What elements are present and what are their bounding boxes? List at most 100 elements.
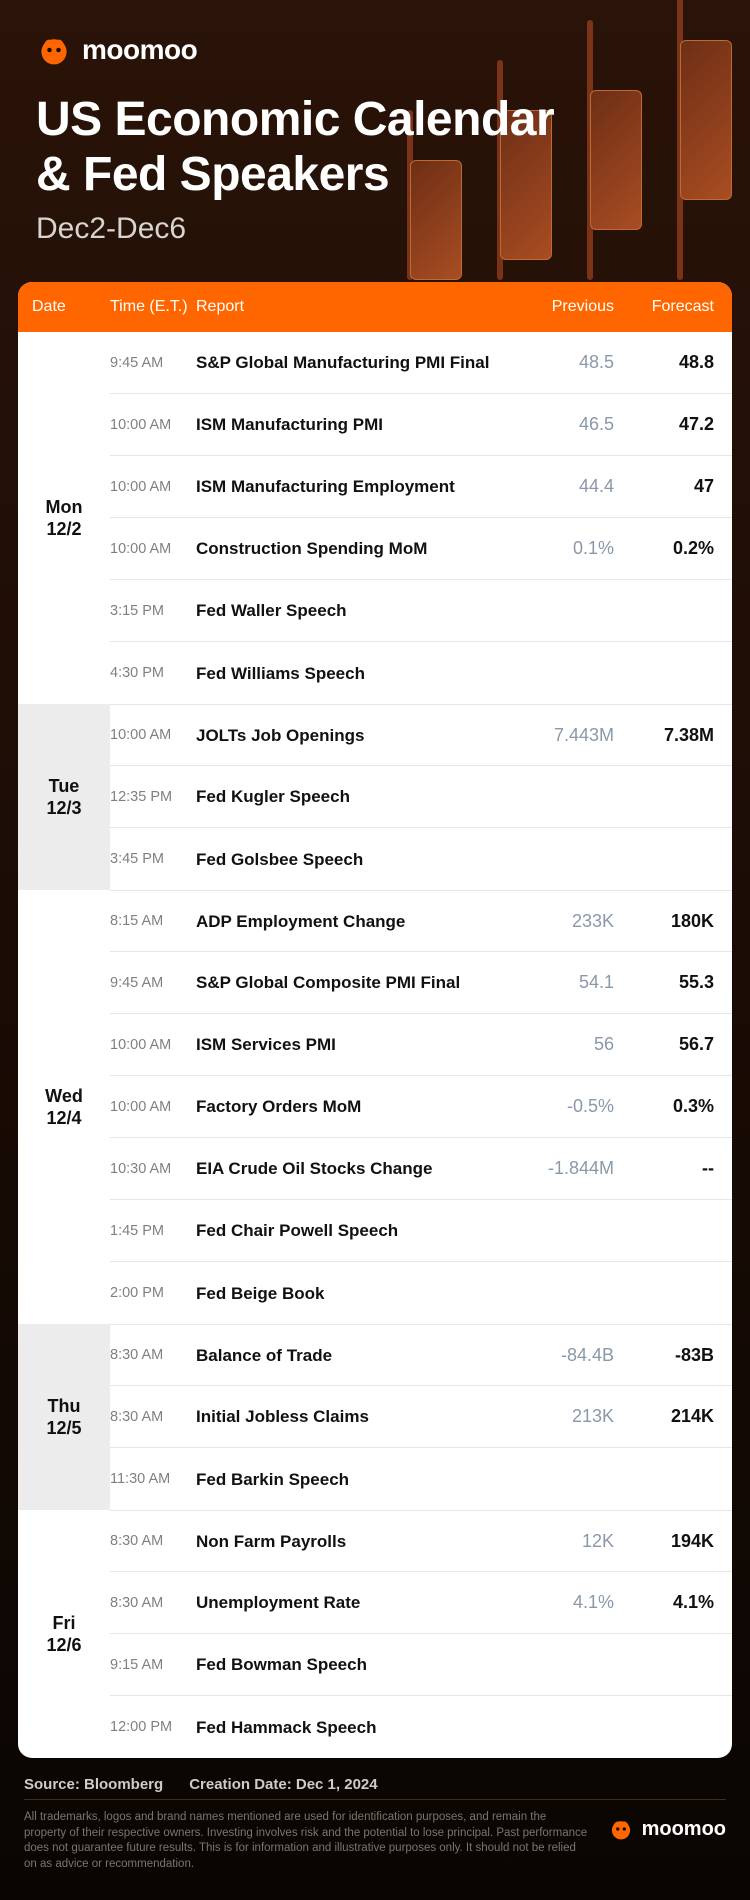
table-row: 3:15 PMFed Waller Speech	[110, 580, 732, 642]
weekday: Tue	[49, 775, 80, 798]
col-header-forecast: Forecast	[614, 298, 714, 316]
day-label: Fri12/6	[18, 1510, 110, 1758]
cell-time: 11:30 AM	[110, 1471, 196, 1487]
table-row: 8:15 AMADP Employment Change233K180K	[110, 890, 732, 952]
moomoo-logo-icon	[608, 1816, 634, 1842]
cell-report: Non Farm Payrolls	[196, 1531, 514, 1552]
cell-forecast: --	[614, 1158, 714, 1179]
cell-time: 8:30 AM	[110, 1533, 196, 1549]
cell-forecast: 180K	[614, 911, 714, 932]
cell-report: Balance of Trade	[196, 1345, 514, 1366]
cell-report: S&P Global Composite PMI Final	[196, 972, 514, 993]
cell-forecast: 194K	[614, 1531, 714, 1552]
table-row: 9:45 AMS&P Global Composite PMI Final54.…	[110, 952, 732, 1014]
table-row: 11:30 AMFed Barkin Speech	[110, 1448, 732, 1510]
cell-time: 9:45 AM	[110, 975, 196, 991]
cell-previous: 56	[514, 1034, 614, 1055]
cell-time: 10:00 AM	[110, 1099, 196, 1115]
table-row: 10:00 AMFactory Orders MoM-0.5%0.3%	[110, 1076, 732, 1138]
cell-time: 3:15 PM	[110, 603, 196, 619]
table-row: 1:45 PMFed Chair Powell Speech	[110, 1200, 732, 1262]
disclaimer-text: All trademarks, logos and brand names me…	[24, 1810, 588, 1872]
day-rows: 9:45 AMS&P Global Manufacturing PMI Fina…	[110, 332, 732, 704]
day-block: Mon12/29:45 AMS&P Global Manufacturing P…	[18, 332, 732, 704]
table-row: 12:00 PMFed Hammack Speech	[110, 1696, 732, 1758]
cell-report: Unemployment Rate	[196, 1592, 514, 1613]
cell-report: Initial Jobless Claims	[196, 1406, 514, 1427]
cell-report: ISM Services PMI	[196, 1034, 514, 1055]
weekday: Thu	[48, 1395, 81, 1418]
moomoo-logo-icon	[36, 32, 72, 68]
table-row: 10:00 AMISM Manufacturing PMI46.547.2	[110, 394, 732, 456]
brand-logo-row: moomoo	[36, 32, 714, 68]
cell-previous: 7.443M	[514, 725, 614, 746]
date: 12/3	[46, 797, 81, 820]
weekday: Wed	[45, 1085, 83, 1108]
cell-time: 9:15 AM	[110, 1657, 196, 1673]
cell-time: 8:15 AM	[110, 913, 196, 929]
table-row: 8:30 AMInitial Jobless Claims213K214K	[110, 1386, 732, 1448]
table-row: 12:35 PMFed Kugler Speech	[110, 766, 732, 828]
day-block: Tue12/310:00 AMJOLTs Job Openings7.443M7…	[18, 704, 732, 890]
cell-time: 10:00 AM	[110, 541, 196, 557]
cell-forecast: 47.2	[614, 414, 714, 435]
weekday: Mon	[46, 496, 83, 519]
cell-time: 10:00 AM	[110, 1037, 196, 1053]
day-label: Mon12/2	[18, 332, 110, 704]
cell-report: Fed Williams Speech	[196, 663, 514, 684]
cell-time: 10:00 AM	[110, 417, 196, 433]
footer: Source: Bloomberg Creation Date: Dec 1, …	[0, 1758, 750, 1900]
cell-previous: 54.1	[514, 972, 614, 993]
day-label: Wed12/4	[18, 890, 110, 1324]
cell-time: 10:00 AM	[110, 727, 196, 743]
cell-forecast: 47	[614, 476, 714, 497]
table-body: Mon12/29:45 AMS&P Global Manufacturing P…	[18, 332, 732, 1758]
cell-previous: 44.4	[514, 476, 614, 497]
table-row: 3:45 PMFed Golsbee Speech	[110, 828, 732, 890]
cell-report: ISM Manufacturing Employment	[196, 476, 514, 497]
cell-time: 10:30 AM	[110, 1161, 196, 1177]
cell-forecast: 48.8	[614, 352, 714, 373]
brand-name: moomoo	[82, 34, 197, 66]
day-label: Tue12/3	[18, 704, 110, 890]
cell-report: ISM Manufacturing PMI	[196, 414, 514, 435]
cell-previous: -84.4B	[514, 1345, 614, 1366]
table-row: 8:30 AMUnemployment Rate4.1%4.1%	[110, 1572, 732, 1634]
footer-brand-name: moomoo	[642, 1818, 726, 1841]
date-range: Dec2-Dec6	[36, 212, 714, 246]
source-label: Source: Bloomberg	[24, 1776, 163, 1793]
footer-meta: Source: Bloomberg Creation Date: Dec 1, …	[24, 1776, 726, 1800]
date: 12/2	[46, 518, 81, 541]
cell-previous: 233K	[514, 911, 614, 932]
cell-time: 12:00 PM	[110, 1719, 196, 1735]
table-row: 9:15 AMFed Bowman Speech	[110, 1634, 732, 1696]
table-row: 10:00 AMJOLTs Job Openings7.443M7.38M	[110, 704, 732, 766]
cell-previous: 46.5	[514, 414, 614, 435]
cell-previous: 4.1%	[514, 1592, 614, 1613]
cell-forecast: -83B	[614, 1345, 714, 1366]
date: 12/6	[46, 1634, 81, 1657]
cell-report: Fed Waller Speech	[196, 600, 514, 621]
cell-time: 8:30 AM	[110, 1409, 196, 1425]
cell-report: Fed Bowman Speech	[196, 1654, 514, 1675]
cell-report: EIA Crude Oil Stocks Change	[196, 1158, 514, 1179]
cell-forecast: 214K	[614, 1406, 714, 1427]
cell-time: 10:00 AM	[110, 479, 196, 495]
day-block: Thu12/58:30 AMBalance of Trade-84.4B-83B…	[18, 1324, 732, 1510]
table-row: 8:30 AMBalance of Trade-84.4B-83B	[110, 1324, 732, 1386]
cell-previous: -0.5%	[514, 1096, 614, 1117]
day-block: Fri12/68:30 AMNon Farm Payrolls12K194K8:…	[18, 1510, 732, 1758]
col-header-date: Date	[32, 298, 110, 316]
cell-previous: 213K	[514, 1406, 614, 1427]
col-header-time: Time (E.T.)	[110, 298, 196, 316]
cell-forecast: 7.38M	[614, 725, 714, 746]
day-label: Thu12/5	[18, 1324, 110, 1510]
table-row: 8:30 AMNon Farm Payrolls12K194K	[110, 1510, 732, 1572]
table-row: 10:00 AMConstruction Spending MoM0.1%0.2…	[110, 518, 732, 580]
cell-forecast: 4.1%	[614, 1592, 714, 1613]
cell-report: ADP Employment Change	[196, 911, 514, 932]
date: 12/5	[46, 1417, 81, 1440]
col-header-report: Report	[196, 298, 514, 316]
table-header: Date Time (E.T.) Report Previous Forecas…	[18, 282, 732, 332]
day-rows: 8:15 AMADP Employment Change233K180K9:45…	[110, 890, 732, 1324]
